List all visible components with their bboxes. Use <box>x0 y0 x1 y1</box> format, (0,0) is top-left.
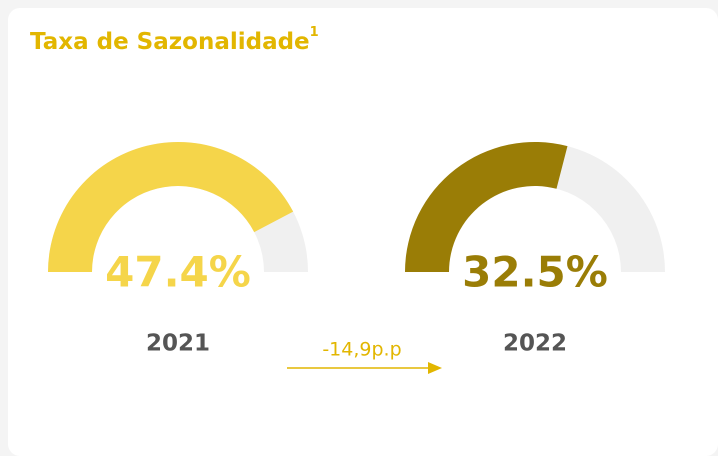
category-label: 2021 <box>146 331 210 357</box>
title-text: Taxa de Sazonalidade <box>30 29 310 55</box>
arrow-head <box>428 362 442 374</box>
card <box>8 8 718 456</box>
title: Taxa de Sazonalidade1 <box>30 25 319 55</box>
category-label: 2022 <box>503 331 567 357</box>
value-label: 47.4% <box>105 248 251 297</box>
gauge-value <box>405 142 568 272</box>
gauge-value <box>48 141 294 272</box>
value-label: 32.5% <box>462 248 608 297</box>
title-note: 1 <box>310 25 319 40</box>
annotation: -14,9p.p <box>322 339 401 361</box>
